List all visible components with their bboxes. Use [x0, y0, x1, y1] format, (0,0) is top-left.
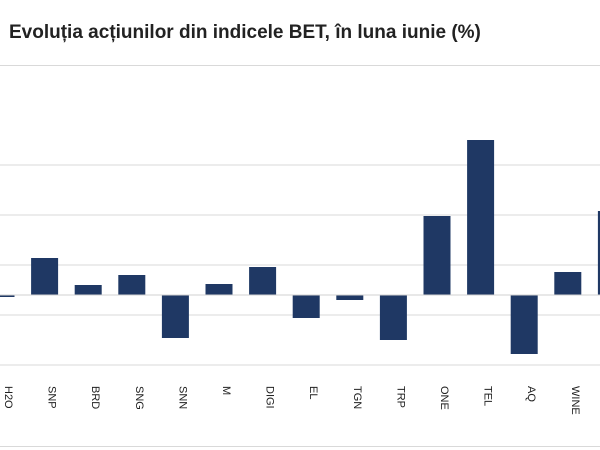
x-tick-label-snp: SNP: [46, 386, 58, 409]
x-tick-label-sng: SNG: [133, 386, 145, 410]
chart-title: Evoluția acțiunilor din indicele BET, în…: [9, 22, 481, 43]
x-tick-label-trp: TRP: [394, 386, 406, 408]
bar-snn: [161, 295, 189, 338]
bar-trp: [379, 295, 407, 340]
bars: [0, 140, 600, 354]
bar-snp: [31, 258, 59, 295]
x-tick-label-one: ONE: [438, 386, 450, 410]
x-tick-label-snn: SNN: [176, 386, 188, 409]
bar-aq: [510, 295, 538, 354]
x-tick-label-aq: AQ: [525, 386, 537, 402]
bar-alr: [597, 211, 600, 295]
bar-m: [205, 284, 233, 295]
x-tick-label-tel: TEL: [482, 386, 494, 406]
chart-frame-bottom: [0, 446, 600, 447]
bar-sng: [118, 275, 146, 295]
x-tick-label-m: M: [220, 386, 232, 395]
bar-digi: [249, 267, 277, 295]
bar-tel: [467, 140, 495, 295]
bar-tgn: [336, 295, 364, 300]
x-tick-label-brd: BRD: [89, 386, 101, 409]
bar-wine: [554, 272, 582, 295]
chart-frame-top: [0, 65, 600, 66]
gridlines: [0, 164, 600, 366]
bar-h2o: [0, 295, 15, 297]
bar-one: [423, 216, 451, 295]
x-tick-label-digi: DIGI: [264, 386, 276, 409]
x-tick-label-wine: WINE: [569, 386, 581, 415]
bar-brd: [74, 285, 102, 295]
x-tick-label-tgn: TGN: [351, 386, 363, 409]
x-tick-label-h2o: H2O: [2, 386, 14, 409]
bar-el: [292, 295, 320, 318]
x-axis-labels: H2O SNP BRD SNG SNN M DIGI EL TGN TRP ONE TEL AQ WINE…: [2, 386, 581, 415]
x-tick-label-el: EL: [307, 386, 319, 399]
